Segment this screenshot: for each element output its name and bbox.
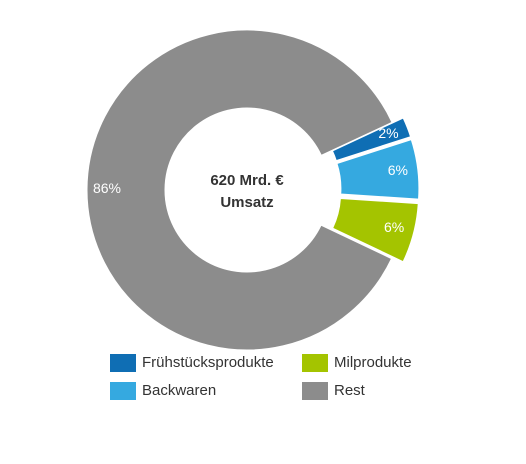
data-label: 2% <box>378 125 398 141</box>
data-label: 6% <box>388 162 408 178</box>
slice <box>336 139 420 200</box>
legend-swatch <box>110 382 136 400</box>
legend-label: Backwaren <box>142 382 216 399</box>
data-label: 86% <box>93 180 121 196</box>
legend-label: Frühstücksprodukte <box>142 354 274 371</box>
slice <box>86 29 393 351</box>
slice <box>331 117 412 162</box>
center-text: 620 Mrd. € <box>210 172 284 189</box>
slice <box>332 197 419 263</box>
legend-swatch <box>302 382 328 400</box>
legend-swatch <box>110 354 136 372</box>
data-label: 6% <box>384 219 404 235</box>
center-text: Umsatz <box>220 194 273 211</box>
legend-label: Milprodukte <box>334 354 412 371</box>
legend-swatch <box>302 354 328 372</box>
legend-label: Rest <box>334 382 366 399</box>
